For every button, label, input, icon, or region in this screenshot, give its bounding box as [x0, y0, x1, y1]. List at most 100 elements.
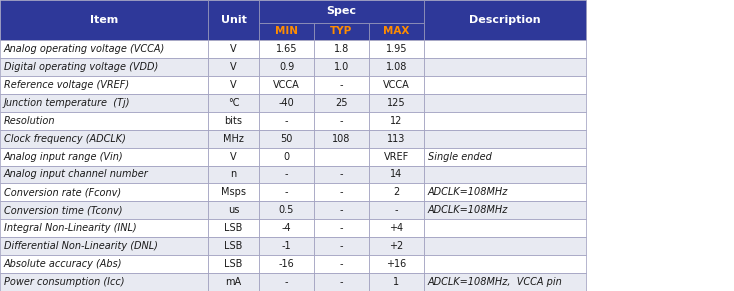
Bar: [259, 58, 314, 76]
Text: °C: °C: [228, 98, 239, 108]
Bar: [208, 166, 259, 183]
Bar: [208, 255, 259, 273]
Text: 113: 113: [388, 134, 406, 143]
Bar: [369, 76, 424, 94]
Text: ADCLK=108MHz: ADCLK=108MHz: [428, 187, 509, 197]
Bar: [208, 237, 259, 255]
Bar: [208, 94, 259, 112]
Text: Description: Description: [469, 15, 541, 25]
Bar: [259, 94, 314, 112]
Bar: [369, 58, 424, 76]
Text: Integral Non-Linearity (INL): Integral Non-Linearity (INL): [4, 223, 137, 233]
Text: -: -: [285, 277, 288, 287]
Bar: [259, 112, 314, 130]
Text: -: -: [340, 80, 344, 90]
Bar: [0, 183, 208, 201]
Text: Item: Item: [90, 15, 118, 25]
Bar: [208, 130, 259, 148]
Text: Digital operating voltage (VDD): Digital operating voltage (VDD): [4, 62, 159, 72]
Bar: [314, 23, 369, 40]
Bar: [0, 237, 208, 255]
Text: Reference voltage (VREF): Reference voltage (VREF): [4, 80, 129, 90]
Text: 0: 0: [283, 152, 289, 162]
Text: -: -: [340, 241, 344, 251]
Bar: [0, 255, 208, 273]
Text: +16: +16: [386, 259, 407, 269]
Text: -: -: [340, 116, 344, 126]
Bar: [424, 237, 586, 255]
Bar: [314, 76, 369, 94]
Text: n: n: [230, 169, 236, 180]
Bar: [369, 40, 424, 58]
Bar: [369, 148, 424, 166]
Bar: [369, 237, 424, 255]
Bar: [314, 58, 369, 76]
Text: 1.0: 1.0: [334, 62, 349, 72]
Bar: [369, 273, 424, 291]
Bar: [424, 58, 586, 76]
Text: VCCA: VCCA: [383, 80, 410, 90]
Bar: [259, 255, 314, 273]
Text: TYP: TYP: [330, 26, 352, 36]
Text: -: -: [285, 116, 288, 126]
Text: ADCLK=108MHz,  VCCA pin: ADCLK=108MHz, VCCA pin: [428, 277, 563, 287]
Bar: [314, 273, 369, 291]
Bar: [259, 237, 314, 255]
Bar: [424, 201, 586, 219]
Text: 108: 108: [333, 134, 351, 143]
Text: LSB: LSB: [225, 259, 243, 269]
Text: Junction temperature  (Tj): Junction temperature (Tj): [4, 98, 131, 108]
Text: Analog operating voltage (VCCA): Analog operating voltage (VCCA): [4, 44, 165, 54]
Text: MIN: MIN: [275, 26, 298, 36]
Bar: [208, 273, 259, 291]
Text: MHz: MHz: [223, 134, 244, 143]
Text: mA: mA: [225, 277, 241, 287]
Text: LSB: LSB: [225, 223, 243, 233]
Text: bits: bits: [225, 116, 242, 126]
Bar: [0, 76, 208, 94]
Bar: [424, 112, 586, 130]
Bar: [314, 237, 369, 255]
Bar: [369, 201, 424, 219]
Text: -: -: [340, 169, 344, 180]
Bar: [0, 130, 208, 148]
Bar: [424, 255, 586, 273]
Text: V: V: [230, 80, 237, 90]
Bar: [369, 219, 424, 237]
Text: -1: -1: [282, 241, 291, 251]
Text: Conversion rate (Fconv): Conversion rate (Fconv): [4, 187, 121, 197]
Bar: [208, 183, 259, 201]
Bar: [0, 94, 208, 112]
Bar: [0, 219, 208, 237]
Text: Spec: Spec: [327, 6, 357, 17]
Bar: [314, 219, 369, 237]
Text: Msps: Msps: [221, 187, 246, 197]
Text: 0.9: 0.9: [279, 62, 294, 72]
Bar: [424, 183, 586, 201]
Text: LSB: LSB: [225, 241, 243, 251]
Text: MAX: MAX: [383, 26, 410, 36]
Text: 12: 12: [390, 116, 403, 126]
Text: -40: -40: [279, 98, 294, 108]
Text: V: V: [230, 44, 237, 54]
Text: -: -: [395, 205, 399, 215]
Bar: [314, 166, 369, 183]
Bar: [369, 183, 424, 201]
Text: V: V: [230, 152, 237, 162]
Bar: [0, 273, 208, 291]
Bar: [424, 94, 586, 112]
Text: 1: 1: [393, 277, 399, 287]
Text: +4: +4: [390, 223, 404, 233]
Text: 2: 2: [393, 187, 399, 197]
Text: 1.08: 1.08: [386, 62, 407, 72]
Bar: [0, 148, 208, 166]
Text: VCCA: VCCA: [273, 80, 300, 90]
Bar: [424, 148, 586, 166]
Bar: [208, 201, 259, 219]
Bar: [0, 0, 208, 40]
Bar: [424, 40, 586, 58]
Text: 25: 25: [335, 98, 348, 108]
Bar: [259, 130, 314, 148]
Text: Resolution: Resolution: [4, 116, 56, 126]
Text: 1.95: 1.95: [386, 44, 407, 54]
